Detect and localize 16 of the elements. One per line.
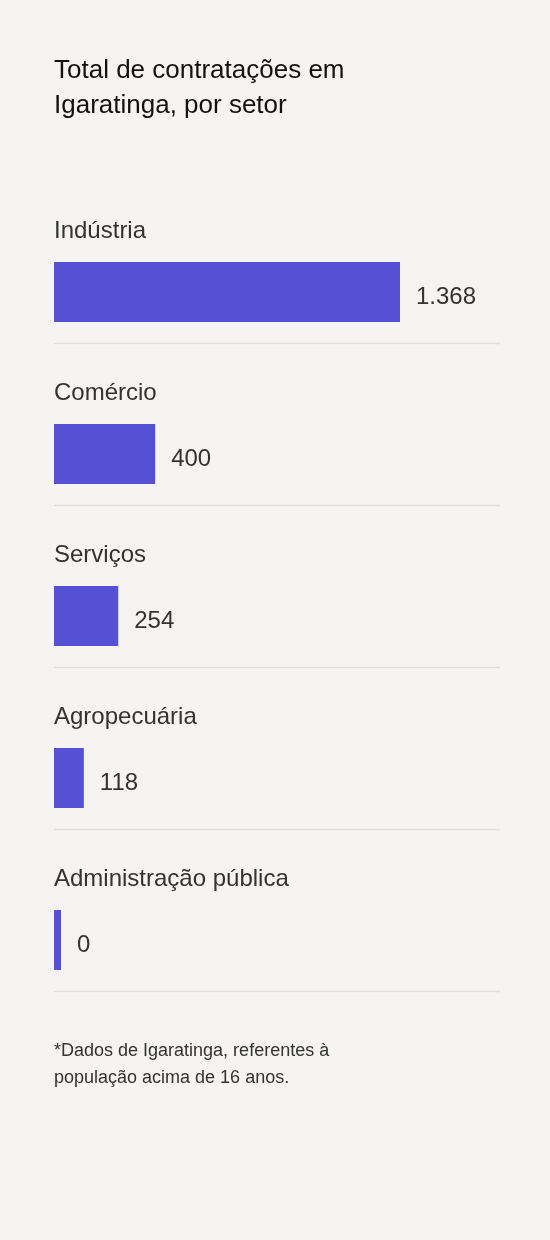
y-tick-label: Comércio bbox=[54, 378, 157, 405]
bar bbox=[54, 424, 156, 484]
bar bbox=[54, 262, 400, 322]
data-label: 0 bbox=[77, 930, 91, 957]
y-tick-label: Serviços bbox=[54, 540, 147, 567]
bar bbox=[54, 586, 119, 646]
data-label: 400 bbox=[171, 444, 212, 471]
text: *Dados de Igaratinga, referentes à população acima de 16 anos. bbox=[54, 1040, 331, 1087]
data-label: 254 bbox=[134, 606, 175, 633]
chart-title: Total de contratações em Igaratinga, por setor bbox=[54, 54, 345, 119]
y-tick-label: Agropecuária bbox=[54, 702, 198, 729]
data-label: 1.368 bbox=[416, 282, 477, 309]
y-tick-label: Administração pública bbox=[54, 864, 290, 891]
data-label: 118 bbox=[99, 768, 139, 795]
bar bbox=[54, 748, 84, 808]
y-tick-label: Indústria bbox=[54, 216, 147, 243]
